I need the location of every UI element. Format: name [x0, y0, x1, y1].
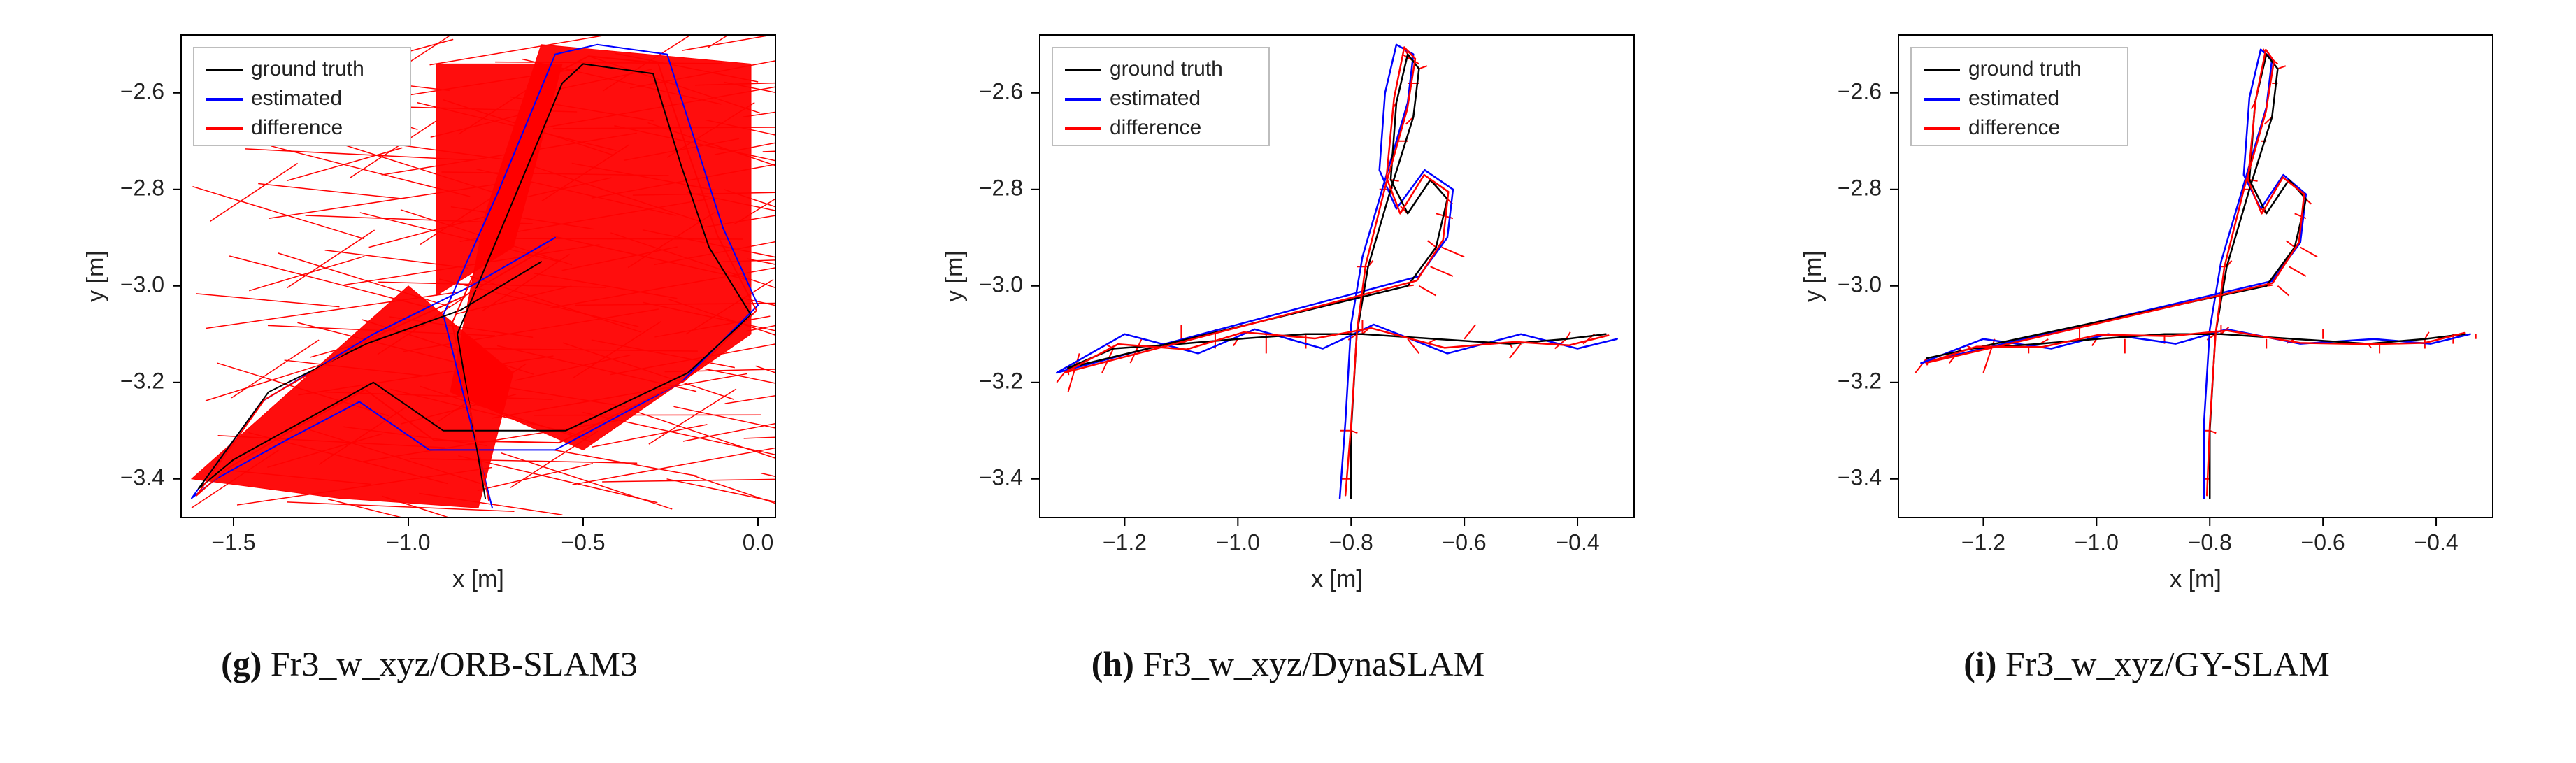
svg-text:−2.8: −2.8 — [120, 175, 164, 200]
caption-h-rest: Fr3_w_xyz/DynaSLAM — [1134, 644, 1484, 683]
svg-text:−1.0: −1.0 — [1216, 529, 1260, 555]
svg-text:−2.8: −2.8 — [1838, 175, 1882, 200]
svg-text:−3.2: −3.2 — [1838, 368, 1882, 393]
svg-text:estimated: estimated — [1110, 87, 1201, 110]
svg-text:−0.6: −0.6 — [2301, 529, 2345, 555]
svg-text:y [m]: y [m] — [941, 250, 968, 302]
figure-row: −1.5 −1.0 −0.5 0.0 −3.4 −3.2 −3.0 −2.8 −2.6 x [m]… — [0, 0, 2576, 684]
svg-text:ground truth: ground truth — [251, 57, 364, 80]
svg-text:x [m]: x [m] — [1311, 566, 1363, 592]
svg-text:0.0: 0.0 — [743, 529, 773, 555]
svg-text:y [m]: y [m] — [1800, 250, 1826, 302]
svg-text:x [m]: x [m] — [2170, 566, 2221, 592]
chart-i: −1.2 −1.0 −0.8 −0.6 −0.4 −3.4 −3.2 −3.0 −2.8 −2.6… — [1780, 14, 2514, 615]
panel-h: −1.2 −1.0 −0.8 −0.6 −0.4 −3.4 −3.2 −3.0 −2.8 −2.6… — [921, 14, 1655, 684]
svg-text:−3.2: −3.2 — [120, 368, 164, 393]
caption-g: (g) Fr3_w_xyz/ORB-SLAM3 — [221, 643, 638, 684]
svg-text:−0.4: −0.4 — [2414, 529, 2458, 555]
svg-text:−0.5: −0.5 — [561, 529, 605, 555]
svg-text:−3.4: −3.4 — [979, 464, 1023, 490]
svg-text:−2.6: −2.6 — [979, 78, 1023, 104]
caption-i-bold: (i) — [1963, 644, 1996, 683]
caption-i: (i) Fr3_w_xyz/GY-SLAM — [1963, 643, 2330, 684]
caption-i-rest: Fr3_w_xyz/GY-SLAM — [1996, 644, 2329, 683]
svg-text:ground truth: ground truth — [1968, 57, 2082, 80]
panel-i: −1.2 −1.0 −0.8 −0.6 −0.4 −3.4 −3.2 −3.0 −2.8 −2.6… — [1780, 14, 2514, 684]
svg-text:−0.4: −0.4 — [1555, 529, 1599, 555]
svg-text:−0.8: −0.8 — [1329, 529, 1373, 555]
svg-text:−0.8: −0.8 — [2188, 529, 2232, 555]
caption-g-bold: (g) — [221, 644, 262, 683]
caption-h: (h) Fr3_w_xyz/DynaSLAM — [1092, 643, 1484, 684]
svg-text:−3.4: −3.4 — [120, 464, 164, 490]
svg-text:−1.2: −1.2 — [1103, 529, 1147, 555]
svg-text:y [m]: y [m] — [83, 250, 109, 302]
svg-text:−3.0: −3.0 — [979, 271, 1023, 297]
svg-text:estimated: estimated — [251, 87, 342, 110]
caption-h-bold: (h) — [1092, 644, 1134, 683]
svg-text:−3.0: −3.0 — [120, 271, 164, 297]
panel-g: −1.5 −1.0 −0.5 0.0 −3.4 −3.2 −3.0 −2.8 −2.6 x [m]… — [62, 14, 796, 684]
svg-text:−3.2: −3.2 — [979, 368, 1023, 393]
svg-text:−3.4: −3.4 — [1838, 464, 1882, 490]
svg-text:−1.0: −1.0 — [386, 529, 430, 555]
caption-g-rest: Fr3_w_xyz/ORB-SLAM3 — [262, 644, 638, 683]
chart-g: −1.5 −1.0 −0.5 0.0 −3.4 −3.2 −3.0 −2.8 −2.6 x [m]… — [62, 14, 796, 615]
svg-text:−1.5: −1.5 — [211, 529, 255, 555]
chart-h: −1.2 −1.0 −0.8 −0.6 −0.4 −3.4 −3.2 −3.0 −2.8 −2.6… — [921, 14, 1655, 615]
svg-text:−2.8: −2.8 — [979, 175, 1023, 200]
svg-text:difference: difference — [1968, 116, 2060, 139]
svg-text:−1.0: −1.0 — [2075, 529, 2119, 555]
svg-text:−1.2: −1.2 — [1961, 529, 2005, 555]
svg-text:−2.6: −2.6 — [1838, 78, 1882, 104]
svg-text:x [m]: x [m] — [452, 566, 504, 592]
svg-text:−2.6: −2.6 — [120, 78, 164, 104]
svg-text:−0.6: −0.6 — [1443, 529, 1487, 555]
svg-text:difference: difference — [1110, 116, 1201, 139]
svg-text:difference: difference — [251, 116, 343, 139]
svg-text:ground truth: ground truth — [1110, 57, 1223, 80]
svg-text:−3.0: −3.0 — [1838, 271, 1882, 297]
svg-text:estimated: estimated — [1968, 87, 2059, 110]
